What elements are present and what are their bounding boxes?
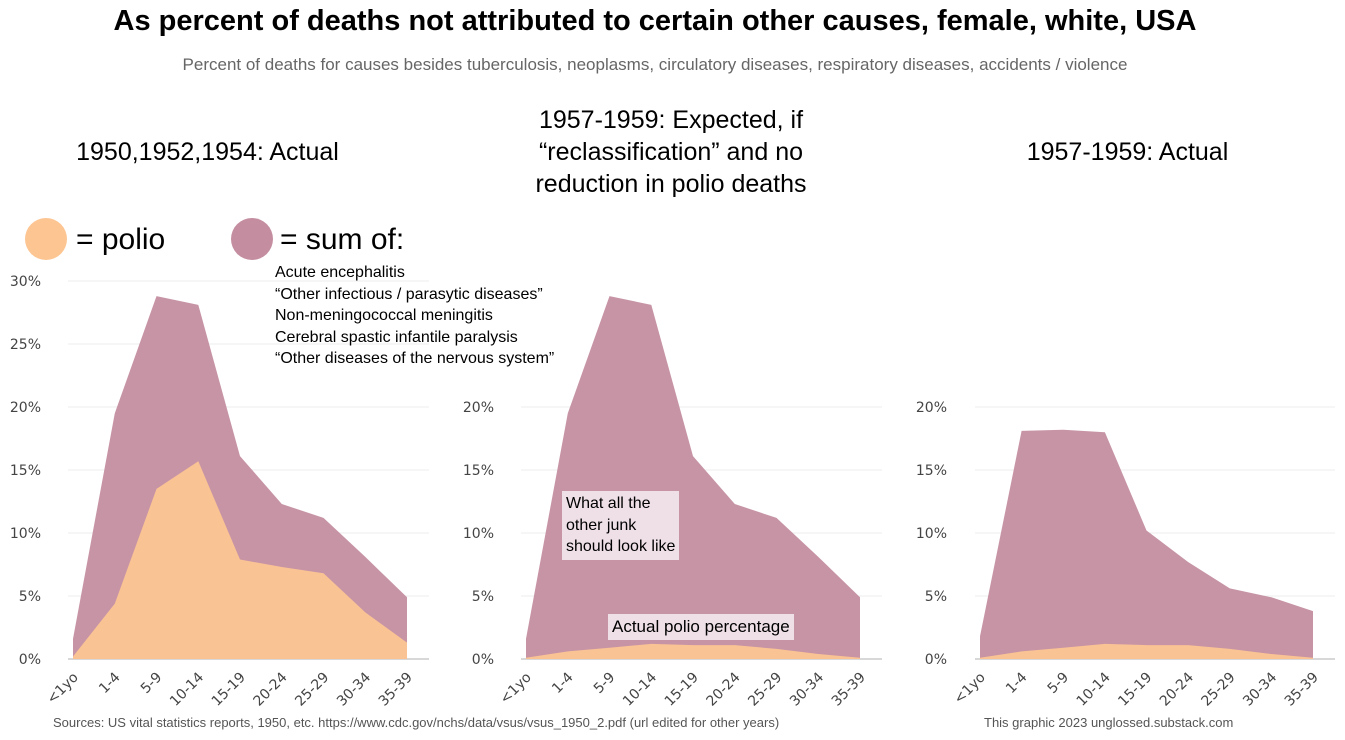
x-tick-label: 20-24 <box>1157 669 1197 709</box>
x-tick-label: 1-4 <box>1003 669 1031 697</box>
cause-list: Acute encephalitis “Other infectious / p… <box>275 262 554 370</box>
x-tick-label: 35-39 <box>376 670 416 710</box>
legend-polio-swatch <box>25 218 67 260</box>
y-tick-label: 20% <box>10 400 41 416</box>
x-tick-label: 25-29 <box>292 670 332 710</box>
x-tick-label: 5-9 <box>138 670 165 697</box>
annotation-junk-line: should look like <box>566 538 676 555</box>
x-tick-label: 15-19 <box>1115 670 1155 710</box>
y-tick-label: 0% <box>925 652 947 668</box>
cause-item: Acute encephalitis <box>275 264 405 281</box>
x-tick-label: <1yo <box>951 670 989 708</box>
y-tick-label: 15% <box>463 463 494 479</box>
y-tick-label: 15% <box>916 463 947 479</box>
y-tick-label: 5% <box>472 589 494 605</box>
polio-area <box>73 461 407 659</box>
legend-sum-label: = sum of: <box>280 223 405 256</box>
y-tick-label: 0% <box>19 652 41 668</box>
annotation-junk-line: other junk <box>566 516 637 534</box>
cause-item: “Other diseases of the nervous system” <box>275 350 555 367</box>
panel-2-title-line-1: 1957-1959: Expected, if <box>538 106 804 134</box>
y-tick-label: 20% <box>463 400 494 416</box>
y-tick-label: 10% <box>463 526 494 542</box>
x-tick-label: 30-34 <box>787 669 827 709</box>
x-tick-label: 30-34 <box>334 669 374 709</box>
x-tick-label: 20-24 <box>703 669 743 709</box>
chart-title: As percent of deaths not attributed to c… <box>113 5 1197 37</box>
panel-3-title: 1957-1959: Actual <box>1026 138 1229 166</box>
x-tick-label: 1-4 <box>549 669 577 697</box>
x-tick-label: 25-29 <box>745 670 785 710</box>
annotation-junk: What all the other junk should look like <box>562 491 680 560</box>
annotation-polio: Actual polio percentage <box>608 614 794 640</box>
panel-2-title-line-2: “reclassification” and no <box>538 138 803 166</box>
panel-2-title: 1957-1959: Expected, if “reclassificatio… <box>490 104 852 200</box>
cause-item: Non-meningococcal meningitis <box>275 307 493 324</box>
x-tick-label: 5-9 <box>591 670 618 697</box>
y-tick-label: 0% <box>472 652 494 668</box>
y-tick-label: 15% <box>10 463 41 479</box>
x-tick-label: 30-34 <box>1240 669 1280 709</box>
footer-credit: This graphic 2023 unglossed.substack.com <box>984 715 1234 730</box>
x-tick-label: 10-14 <box>167 669 207 709</box>
y-tick-label: 10% <box>10 526 41 542</box>
cause-item: Cerebral spastic infantile paralysis <box>275 328 518 346</box>
x-tick-label: <1yo <box>497 670 535 708</box>
cause-item: “Other infectious / parasytic diseases” <box>275 285 543 303</box>
x-tick-label: 1-4 <box>96 669 124 697</box>
legend-sum-swatch <box>231 218 273 260</box>
x-tick-label: 10-14 <box>1074 669 1114 709</box>
y-tick-label: 20% <box>916 400 947 416</box>
x-tick-label: 15-19 <box>662 670 702 710</box>
chart-subtitle: Percent of deaths for causes besides tub… <box>182 55 1128 74</box>
legend-polio-label: = polio <box>76 223 166 256</box>
x-tick-label: 20-24 <box>250 669 290 709</box>
y-tick-label: 5% <box>925 589 947 605</box>
x-tick-label: 5-9 <box>1045 670 1072 697</box>
x-tick-label: 10-14 <box>620 669 660 709</box>
other-causes-area <box>980 429 1313 659</box>
x-tick-label: <1yo <box>44 670 82 708</box>
y-tick-label: 5% <box>19 589 41 605</box>
other-causes-area <box>526 296 860 659</box>
y-tick-label: 30% <box>10 274 41 290</box>
y-tick-label: 25% <box>10 337 41 353</box>
panel-2-title-line-3: reduction in polio deaths <box>535 170 807 198</box>
x-tick-label: 35-39 <box>829 670 869 710</box>
x-tick-label: 35-39 <box>1282 670 1322 710</box>
polio-area <box>526 643 860 659</box>
x-tick-label: 15-19 <box>209 670 249 710</box>
x-tick-label: 25-29 <box>1198 670 1238 710</box>
annotation-junk-line: What all the <box>566 495 651 512</box>
panel-1-title: 1950,1952,1954: Actual <box>76 138 339 166</box>
footer-sources: Sources: US vital statistics reports, 19… <box>53 715 780 730</box>
y-tick-label: 10% <box>916 526 947 542</box>
polio-area <box>980 643 1313 659</box>
